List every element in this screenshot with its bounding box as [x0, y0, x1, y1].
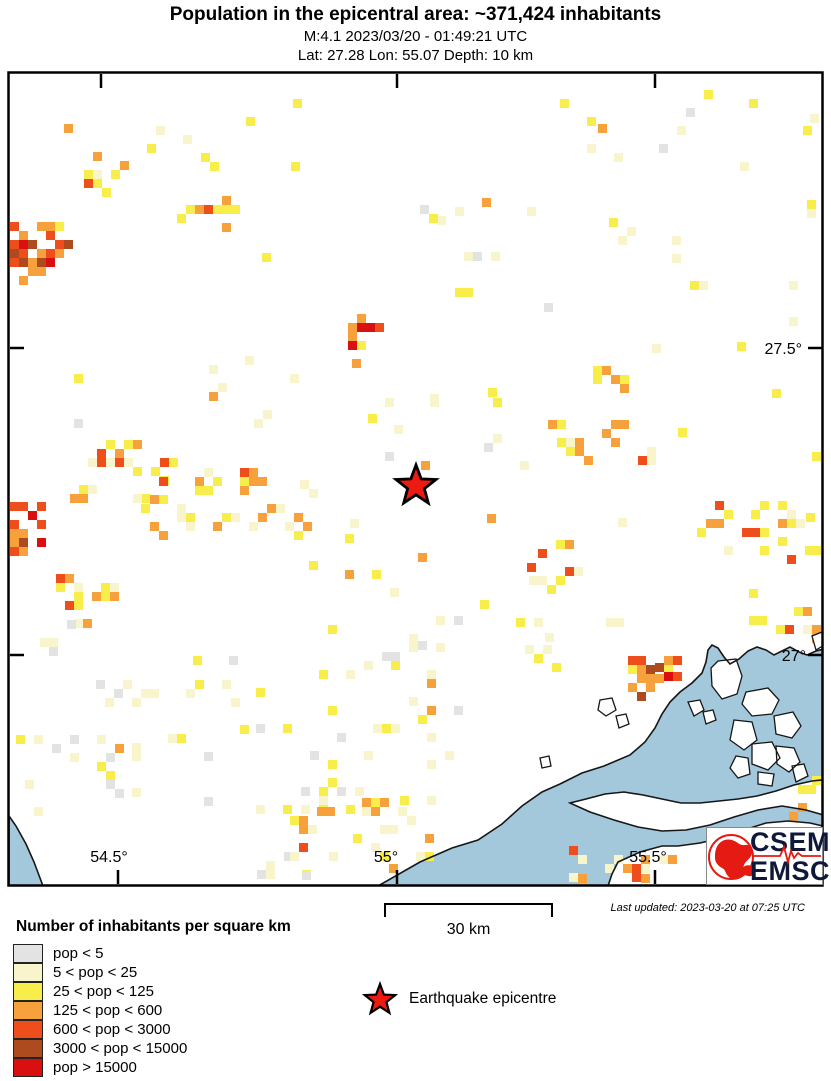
island-outlines [539, 631, 822, 787]
legend-color-swatch [13, 981, 43, 1001]
epicentre-legend: Earthquake epicentre [358, 977, 556, 1021]
legend-item-label: 600 < pop < 3000 [53, 1021, 171, 1038]
map-border [7, 71, 824, 887]
legend-item-label: 5 < pop < 25 [53, 964, 138, 981]
map-content [9, 90, 822, 885]
legend-item-label: 25 < pop < 125 [53, 983, 154, 1000]
logo-text-emsc: EMSC [750, 856, 830, 886]
lon-label-55-5: 55.5° [629, 849, 667, 866]
population-cells-layer [10, 90, 821, 879]
legend-color-swatch [13, 1057, 43, 1077]
legend-item-label: pop > 15000 [53, 1059, 137, 1076]
legend-item: pop < 5 [13, 943, 187, 963]
csem-emsc-logo: CSEM EMSC [706, 827, 830, 886]
epicentre-star-legend-icon [361, 980, 399, 1016]
legend-color-swatch [13, 1000, 43, 1020]
map-ticks [10, 74, 822, 884]
islands [540, 632, 822, 786]
logo-text-csem: CSEM [750, 827, 830, 857]
legend-color-swatch [13, 1038, 43, 1058]
scale-bar-label: 30 km [446, 921, 491, 938]
lon-label-54-5: 54.5° [90, 849, 128, 866]
logo-seismogram-icon [752, 844, 821, 866]
legend-item-label: pop < 5 [53, 945, 104, 962]
epicentre-legend-label: Earthquake epicentre [409, 990, 557, 1007]
legend-color-scale: pop < 5 5 < pop < 25 25 < pop < 125 125 < p… [13, 943, 188, 1077]
logo-globe-continents-2 [741, 865, 755, 877]
legend-color-swatch [13, 1019, 43, 1039]
lat-label-lower: 27° [782, 648, 806, 665]
lat-label-upper: 27.5° [764, 341, 802, 358]
legend-item: 125 < pop < 600 [13, 1000, 187, 1020]
coastline-corner [9, 814, 44, 885]
legend-color-swatch [13, 943, 43, 963]
legend-item: 3000 < pop < 15000 [13, 1038, 188, 1058]
legend-item: 5 < pop < 25 [13, 962, 187, 982]
legend-item-label: 125 < pop < 600 [53, 1002, 163, 1019]
page-title: Population in the epicentral area: ~371,… [169, 4, 662, 25]
sea-corner-area [9, 816, 43, 885]
legend-title: Number of inhabitants per square km [16, 918, 291, 935]
legend-item-label: 3000 < pop < 15000 [53, 1040, 188, 1057]
event-coordinates: Lat: 27.28 Lon: 55.07 Depth: 10 km [297, 47, 534, 64]
legend-color-swatch [13, 962, 43, 982]
coastline [378, 643, 822, 885]
coastal-population-cells-layer [290, 656, 821, 883]
epicenter-star-icon [392, 461, 440, 507]
last-updated-text: Last updated: 2023-03-20 at 07:25 UTC [610, 902, 805, 914]
scale-bar [384, 903, 553, 917]
lon-label-55: 55° [374, 849, 398, 866]
event-magnitude-time: M:4.1 2023/03/20 - 01:49:21 UTC [303, 28, 528, 45]
header: Population in the epicentral area: ~371,… [0, 1, 831, 64]
legend-item: pop > 15000 [13, 1057, 187, 1077]
legend-item: 25 < pop < 125 [13, 981, 187, 1001]
legend-item: 600 < pop < 3000 [13, 1019, 187, 1039]
